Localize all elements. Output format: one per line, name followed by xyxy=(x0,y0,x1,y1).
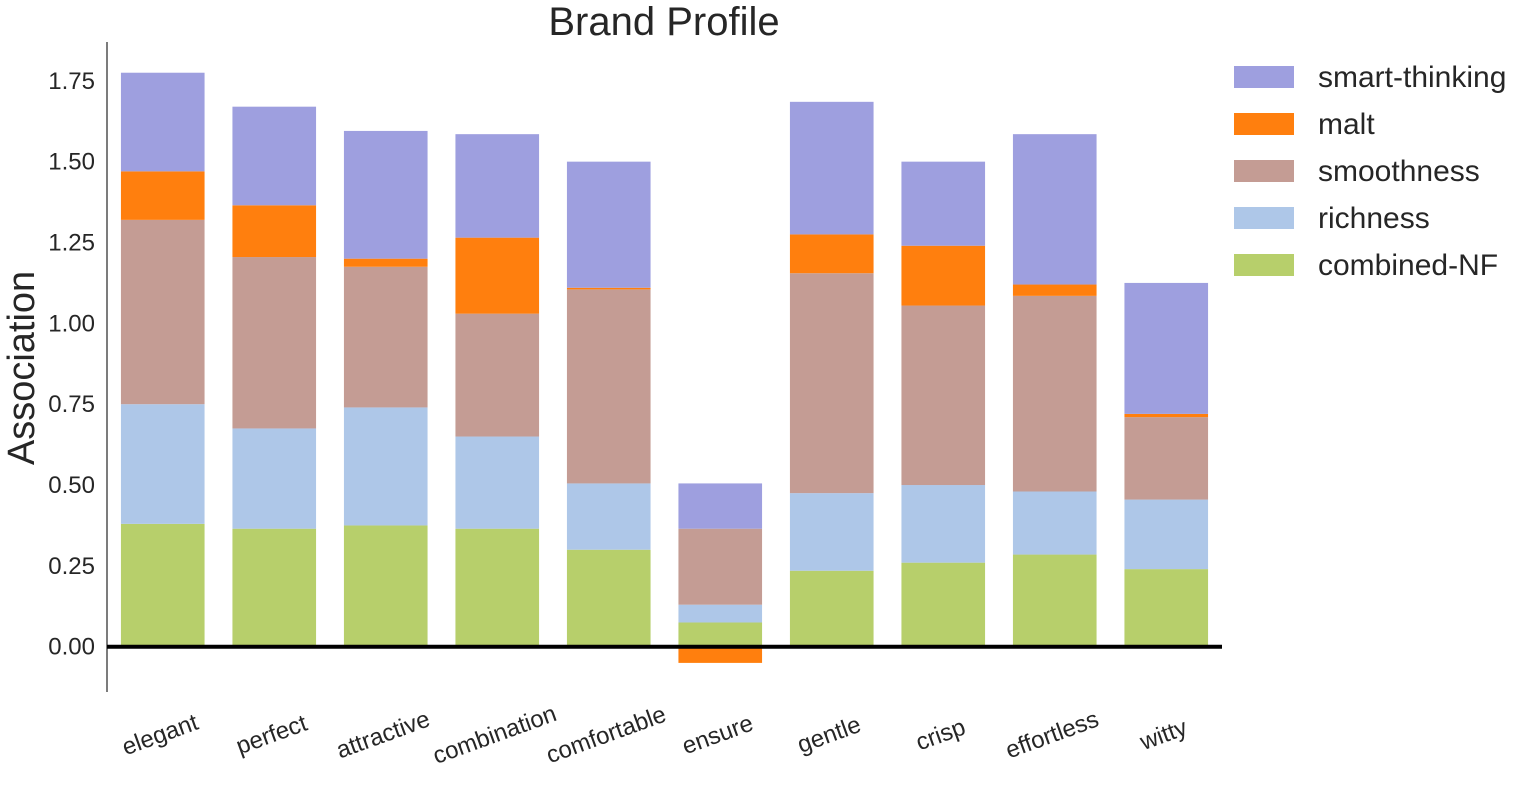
bar-combination-smoothness xyxy=(455,313,540,437)
legend-swatch-richness xyxy=(1234,207,1294,229)
x-tick-label-combination: combination xyxy=(429,700,560,770)
bar-gentle-richness xyxy=(789,493,874,571)
bar-witty-malt xyxy=(1124,413,1209,418)
bar-gentle-smart-thinking xyxy=(789,101,874,235)
y-tick-label: 1.75 xyxy=(48,68,95,95)
bar-ensure-smoothness xyxy=(678,528,763,605)
bar-attractive-richness xyxy=(343,407,428,526)
bar-effortless-richness xyxy=(1012,491,1097,555)
x-tick-labels: elegant perfect attractivecombinationcomfo… xyxy=(119,700,1191,770)
bar-comfortable-richness xyxy=(566,483,651,550)
bar-ensure-malt xyxy=(678,646,763,663)
bar-comfortable-smoothness xyxy=(566,289,651,484)
legend-label-smoothness: smoothness xyxy=(1318,155,1480,188)
legend-label-smart-thinking: smart-thinking xyxy=(1318,61,1506,94)
bar-gentle-malt xyxy=(789,234,874,274)
x-tick-label-attractive: attractive xyxy=(333,706,434,765)
bar-gentle-smoothness xyxy=(789,273,874,494)
bar-perfect-combined-NF xyxy=(232,528,317,647)
x-tick-label-comfortable: comfortable xyxy=(543,701,670,769)
bar-witty-richness xyxy=(1124,499,1209,570)
legend-swatch-smart-thinking xyxy=(1234,66,1294,88)
y-axis-label: Association xyxy=(1,271,43,465)
bar-elegant-smoothness xyxy=(120,219,205,405)
y-tick-label: 1.00 xyxy=(48,310,95,337)
legend-swatch-combined-NF xyxy=(1234,254,1294,276)
bar-ensure-richness xyxy=(678,604,763,623)
bar-perfect-smoothness xyxy=(232,257,317,429)
legend-label-malt: malt xyxy=(1318,108,1375,141)
bar-attractive-smart-thinking xyxy=(343,130,428,259)
bar-effortless-malt xyxy=(1012,284,1097,296)
bar-witty-smoothness xyxy=(1124,417,1209,500)
bar-elegant-smart-thinking xyxy=(120,72,205,172)
bar-attractive-combined-NF xyxy=(343,525,428,647)
x-tick-label-gentle: gentle xyxy=(794,711,865,759)
bar-combination-combined-NF xyxy=(455,528,540,647)
bar-effortless-smart-thinking xyxy=(1012,134,1097,285)
bar-witty-combined-NF xyxy=(1124,569,1209,647)
bar-elegant-richness xyxy=(120,404,205,524)
x-tick-label-effortless: effortless xyxy=(1002,706,1102,765)
bar-crisp-smart-thinking xyxy=(901,161,986,246)
legend-swatch-smoothness xyxy=(1234,160,1294,182)
bar-combination-malt xyxy=(455,237,540,314)
bar-elegant-combined-NF xyxy=(120,523,205,647)
bar-comfortable-malt xyxy=(566,287,651,290)
legend-label-richness: richness xyxy=(1318,202,1430,235)
legend-label-combined-NF: combined-NF xyxy=(1318,249,1498,282)
bar-comfortable-smart-thinking xyxy=(566,161,651,288)
y-tick-label: 0.75 xyxy=(48,391,95,418)
y-tick-label: 0.00 xyxy=(48,634,95,661)
bar-comfortable-combined-NF xyxy=(566,549,651,647)
bar-perfect-malt xyxy=(232,205,317,258)
bar-crisp-smoothness xyxy=(901,305,986,486)
bar-group xyxy=(120,72,1209,663)
x-tick-label-elegant: elegant xyxy=(119,709,203,761)
bar-attractive-malt xyxy=(343,258,428,267)
bar-attractive-smoothness xyxy=(343,266,428,408)
bar-combination-smart-thinking xyxy=(455,134,540,238)
bar-gentle-combined-NF xyxy=(789,570,874,647)
y-tick-label: 1.50 xyxy=(48,149,95,176)
bar-perfect-smart-thinking xyxy=(232,106,317,206)
y-tick-label: 1.25 xyxy=(48,229,95,256)
x-tick-label-crisp: crisp xyxy=(912,714,969,757)
chart-title: Brand Profile xyxy=(548,0,779,44)
bar-combination-richness xyxy=(455,436,540,529)
bar-ensure-combined-NF xyxy=(678,622,763,647)
bar-witty-smart-thinking xyxy=(1124,282,1209,414)
x-tick-label-ensure: ensure xyxy=(679,710,757,760)
bar-effortless-combined-NF xyxy=(1012,554,1097,647)
legend: smart-thinking malt smoothness richness comb… xyxy=(1234,61,1506,282)
x-tick-label-perfect: perfect xyxy=(233,710,311,761)
bar-crisp-richness xyxy=(901,485,986,563)
bar-effortless-smoothness xyxy=(1012,295,1097,492)
bar-perfect-richness xyxy=(232,428,317,529)
axes xyxy=(106,42,1222,692)
bar-crisp-combined-NF xyxy=(901,562,986,647)
bar-ensure-smart-thinking xyxy=(678,483,763,529)
bar-crisp-malt xyxy=(901,245,986,306)
bar-elegant-malt xyxy=(120,171,205,220)
y-tick-label: 0.50 xyxy=(48,472,95,499)
x-tick-label-witty: witty xyxy=(1136,714,1191,756)
legend-swatch-malt xyxy=(1234,113,1294,135)
y-tick-label: 0.25 xyxy=(48,553,95,580)
y-tick-labels: 0.00 0.25 0.50 0.75 1.00 1.25 1.50 1.75 xyxy=(48,68,95,661)
